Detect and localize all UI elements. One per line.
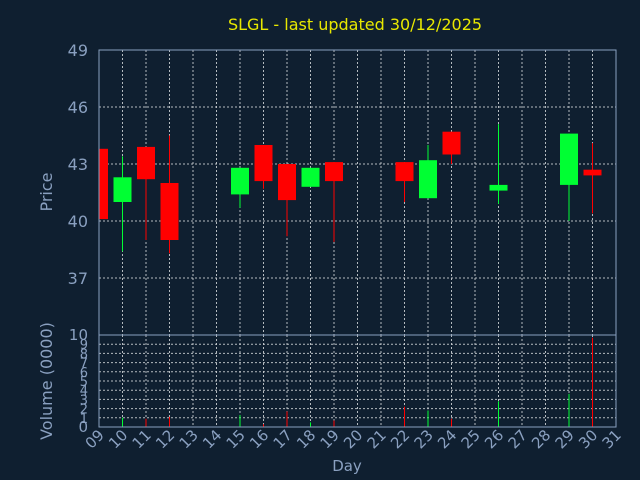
candle-body [419,160,437,199]
candle-body [231,167,249,195]
price-axis-label: Price [37,172,56,211]
chart-title: SLGL - last updated 30/12/2025 [228,15,482,34]
x-tick-label: 14 [199,426,225,452]
x-tick-label: 29 [552,426,578,452]
x-tick-label: 10 [105,426,131,452]
x-tick-label: 27 [505,426,531,452]
volume-bars [98,337,593,427]
x-tick-label: 11 [129,426,155,452]
volume-grid [99,335,616,427]
candle-body [560,133,578,185]
x-tick-label: 19 [317,426,343,452]
x-tick-label: 15 [223,426,249,452]
x-tick-label: 13 [176,426,202,452]
x-axis-label: Day [332,457,362,475]
volume-panel-frame [98,334,617,428]
x-tick-label: 16 [246,426,272,452]
x-tick-label: 28 [528,426,554,452]
candle-body [99,148,108,220]
price-grid [99,50,616,335]
x-tick-label: 21 [364,426,390,452]
candle-body [137,146,155,180]
price-tick-label: 49 [68,41,88,60]
price-tick-label: 37 [68,269,88,288]
x-tick-label: 26 [481,426,507,452]
candle-body [489,184,508,191]
x-tick-label: 20 [340,426,366,452]
price-tick-label: 43 [68,155,88,174]
x-tick-label: 12 [152,426,178,452]
volume-tick-label: 1 [80,412,88,427]
x-ticks: 0910111213141516171819202122232425262728… [82,426,625,452]
price-y-ticks: 49 46 43 40 37 [68,41,88,288]
candle-body [325,162,343,182]
x-tick-label: 18 [293,426,319,452]
volume-tick-label: 3 [80,393,88,408]
volume-tick-label: 2 [80,403,88,418]
x-tick-label: 23 [411,426,437,452]
x-tick-label: 22 [387,426,413,452]
candle-body [395,162,414,182]
candles [98,124,602,254]
volume-tick-label: 0 [78,418,88,436]
volume-axis-label: Volume (0000) [37,322,56,440]
x-tick-label: 31 [599,426,625,452]
volume-tick-label: 8 [80,347,88,362]
volume-tick-label: 5 [80,375,88,390]
volume-tick-label: 10 [69,326,88,344]
x-tick-label: 30 [575,426,601,452]
candle-body [583,169,602,176]
price-tick-label: 46 [68,98,88,117]
candle-body [301,167,320,187]
x-tick-label: 24 [434,426,460,452]
price-tick-label: 40 [68,212,88,231]
volume-tick-label: 9 [80,338,88,353]
candle-body [113,177,132,202]
candle-body [160,183,179,240]
volume-tick-label: 7 [80,357,88,372]
volume-tick-label: 6 [80,366,88,381]
x-tick-label: 17 [270,426,296,452]
candle-body [442,131,461,155]
x-tick-label: 25 [458,426,484,452]
volume-tick-label: 4 [80,384,88,399]
candle-body [254,145,273,182]
candle-body [278,164,296,201]
